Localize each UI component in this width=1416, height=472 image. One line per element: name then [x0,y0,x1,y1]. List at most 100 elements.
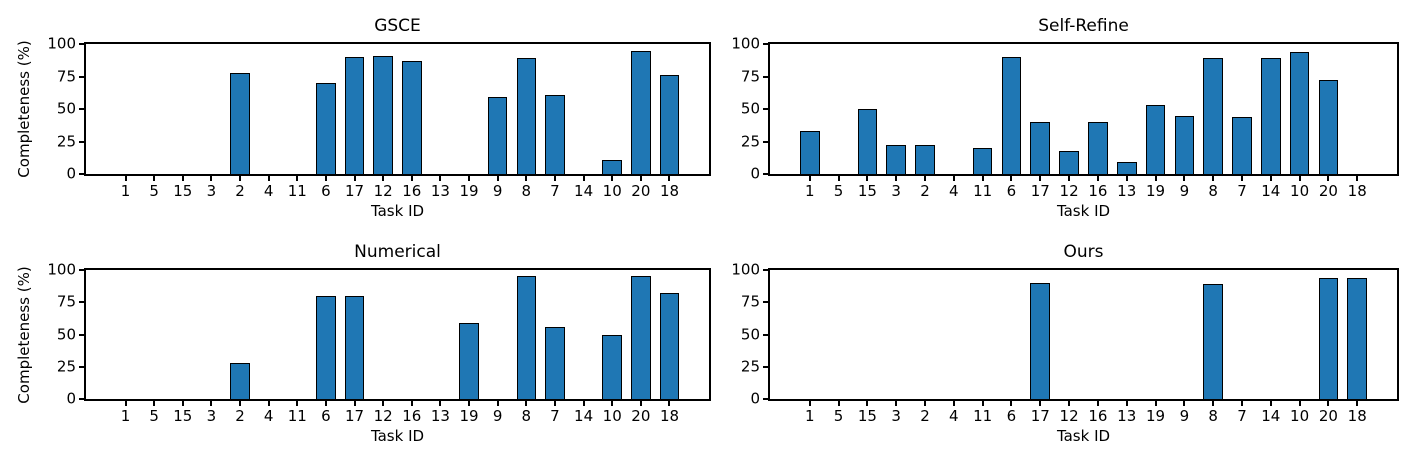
y-tick-label: 75 [740,67,760,85]
x-tick [895,401,898,406]
x-tick-label: 14 [574,407,594,425]
x-tick [639,401,642,406]
x-tick [496,401,499,406]
x-tick [611,401,614,406]
x-tick [410,401,413,406]
x-tick-label: 19 [459,182,479,200]
x-tick [924,401,927,406]
x-tick-label: 4 [263,407,274,425]
x-tick [668,176,671,181]
x-tick-label: 5 [833,407,844,425]
x-tick [353,401,356,406]
x-tick [808,401,811,406]
x-tick [1039,401,1042,406]
x-tick [1154,176,1157,181]
bar-task-9 [487,97,508,174]
bar-task-6 [316,295,336,399]
x-tick [153,401,156,406]
bar-task-11 [972,148,993,174]
x-tick-label: 17 [1030,182,1050,200]
x-tick [1327,176,1330,181]
x-tick-label: 7 [1237,182,1247,200]
x-tick [239,176,242,181]
plot-area [768,268,1399,401]
bar-task-10 [602,334,622,399]
x-tick-label: 2 [920,182,930,200]
x-tick-label: 4 [263,182,274,200]
x-tick [924,176,927,181]
x-tick-label: 9 [492,407,503,425]
x-tick [1068,176,1071,181]
x-tick [353,176,356,181]
bar-task-16 [402,60,422,174]
x-tick-label: 16 [402,182,422,200]
x-tick-label: 18 [1347,182,1367,200]
y-axis-label: Completeness (%) [14,40,33,178]
x-tick-label: 20 [1318,182,1338,200]
x-tick [1356,176,1359,181]
y-tick-label: 50 [740,325,760,343]
x-tick-label: 11 [973,182,993,200]
x-tick-label: 3 [206,182,217,200]
x-tick-label: 20 [1318,407,1338,425]
x-tick [382,401,385,406]
y-tick [763,173,768,175]
x-tick [1125,401,1128,406]
x-tick [866,401,869,406]
x-axis-label: Task ID [1056,427,1111,445]
x-tick [124,176,127,181]
x-tick [267,176,270,181]
x-tick-label: 7 [1237,407,1247,425]
x-axis-label: Task ID [1056,202,1111,220]
x-tick [611,176,614,181]
x-tick [1125,176,1128,181]
x-tick [553,176,556,181]
x-tick-label: 18 [659,182,680,200]
x-tick [296,401,299,406]
x-tick-label: 9 [492,182,503,200]
y-tick [79,140,84,143]
y-tick [79,173,84,175]
y-tick-label: 0 [750,389,760,408]
x-tick-label: 6 [1006,182,1017,200]
x-tick-label: 19 [1145,182,1166,200]
x-tick [1010,401,1013,406]
bar-task-12 [1059,150,1079,174]
bar-task-18 [1347,277,1367,399]
x-tick [324,176,327,181]
x-tick-label: 3 [891,182,901,200]
x-tick [1068,401,1071,406]
x-tick-label: 5 [833,182,844,200]
y-tick [763,301,768,304]
bar-task-8 [1203,58,1223,174]
x-tick-label: 6 [1006,407,1017,425]
x-tick-label: 13 [1117,407,1137,425]
bar-task-7 [1232,116,1252,174]
x-tick-label: 20 [631,407,651,425]
x-tick-label: 12 [373,407,393,425]
bar-task-13 [1116,162,1137,174]
bar-task-8 [516,58,537,174]
x-tick-label: 11 [287,407,307,425]
x-tick-label: 8 [521,407,532,425]
y-tick [763,398,768,400]
bar-task-15 [857,109,878,174]
bar-task-2 [230,362,250,399]
bar-task-18 [659,75,680,174]
x-tick [866,176,869,181]
x-tick [181,176,184,181]
y-tick [763,140,768,143]
x-tick-label: 9 [1179,407,1190,425]
bar-task-17 [344,295,365,399]
bar-task-10 [1289,51,1310,174]
bar-task-8 [1203,284,1223,399]
bar-task-3 [886,145,906,174]
y-tick [79,75,84,78]
bar-task-9 [1174,115,1195,174]
x-tick [1183,176,1186,181]
x-tick-label: 19 [459,407,479,425]
bar-task-17 [1030,122,1051,174]
x-tick-label: 3 [206,407,217,425]
x-tick [1240,176,1243,181]
y-tick-label: 100 [731,34,760,53]
